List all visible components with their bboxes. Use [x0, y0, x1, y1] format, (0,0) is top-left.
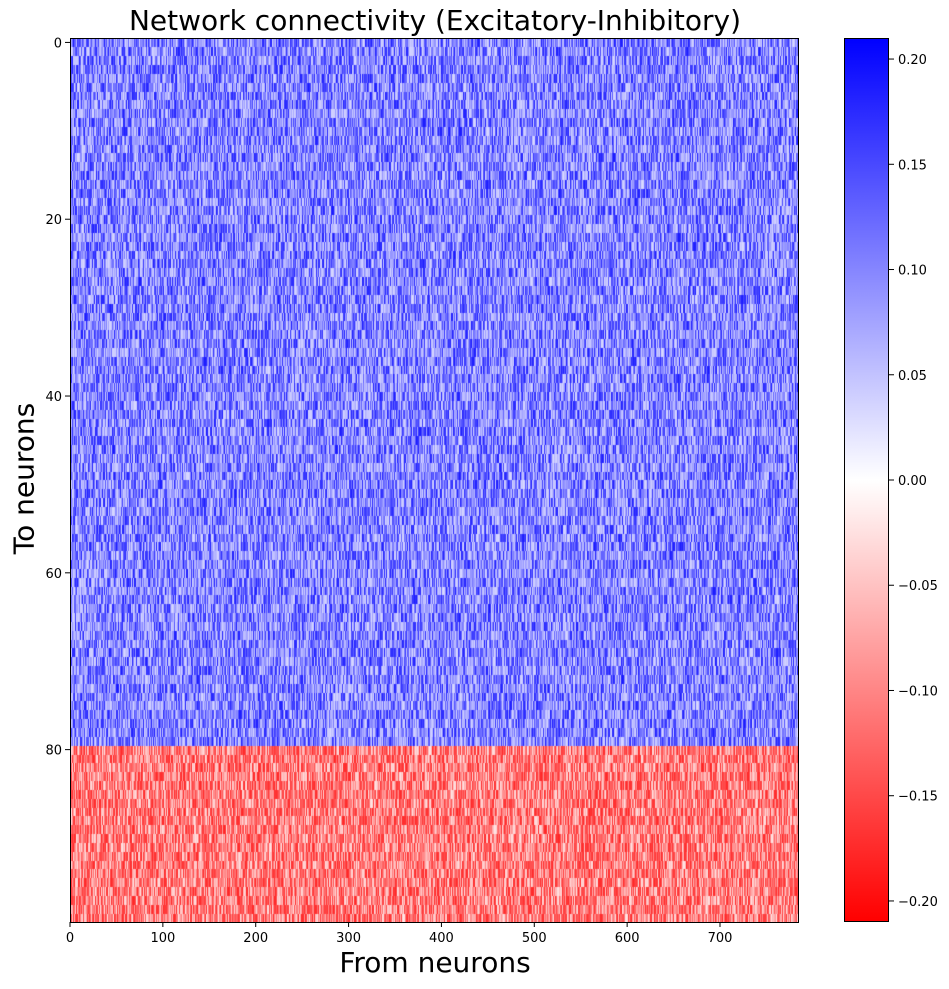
x-tick-label: 300: [336, 931, 361, 946]
x-tick-label: 400: [429, 931, 454, 946]
x-axis: 0 100 200 300 400 500 600 700: [66, 922, 733, 946]
colorbar-tick-label: −0.05: [898, 579, 938, 594]
y-axis: 0 20 40 60 80: [45, 36, 70, 759]
colorbar: [844, 38, 889, 922]
colorbar-tick-label: 0.05: [898, 369, 927, 384]
y-tick-label: 80: [45, 744, 62, 759]
heatmap-image: [70, 38, 798, 922]
x-tick-label: 700: [708, 931, 733, 946]
colorbar-tick-label: −0.15: [898, 790, 938, 805]
y-tick-label: 20: [45, 213, 62, 228]
x-tick-label: 500: [522, 931, 547, 946]
x-tick-label: 0: [66, 931, 74, 946]
y-axis-label: To neurons: [7, 402, 41, 555]
colorbar-tick-label: 0.00: [898, 474, 927, 489]
x-tick-label: 600: [615, 931, 640, 946]
chart-title: Network connectivity (Excitatory-Inhibit…: [128, 4, 741, 37]
colorbar-axis: 0.20 0.15 0.10 0.05 0.00 −0.05 −0.10 −0.15 −0.20: [889, 53, 938, 910]
colorbar-tick-label: 0.15: [898, 158, 927, 173]
colorbar-tick-label: −0.20: [898, 895, 938, 910]
y-tick-label: 40: [45, 390, 62, 405]
colorbar-tick-label: 0.20: [898, 53, 927, 68]
colorbar-tick-label: 0.10: [898, 264, 927, 279]
colorbar-fill: [844, 38, 889, 922]
x-tick-label: 100: [150, 931, 175, 946]
y-tick-label: 0: [54, 36, 62, 51]
colorbar-tick-label: −0.10: [898, 684, 938, 699]
x-tick-label: 200: [243, 931, 268, 946]
y-tick-label: 60: [45, 567, 62, 582]
x-axis-label: From neurons: [339, 946, 531, 979]
